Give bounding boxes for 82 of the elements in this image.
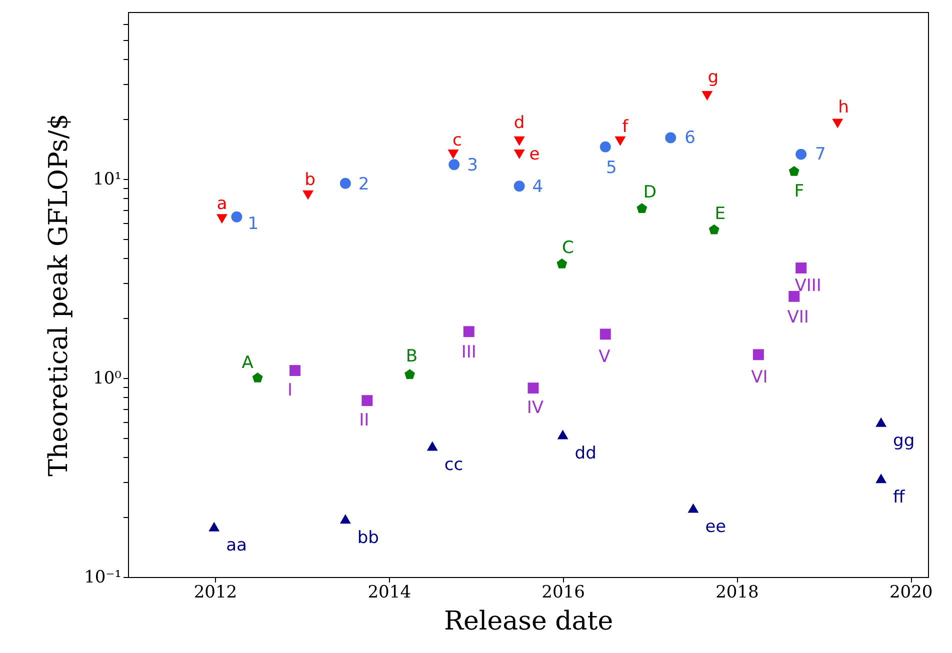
annotation: c — [452, 130, 462, 150]
point — [796, 262, 807, 274]
annotation: 4 — [532, 177, 544, 198]
annotation: D — [643, 182, 656, 203]
point — [448, 159, 460, 170]
annotation: B — [406, 346, 418, 367]
point — [876, 417, 887, 427]
annotation: f — [622, 117, 630, 138]
point — [556, 258, 568, 268]
y-tick-label: 10⁻¹ — [84, 568, 122, 588]
annotation: 1 — [248, 214, 259, 234]
point — [752, 349, 764, 360]
annotation: VII — [787, 307, 809, 328]
point — [796, 148, 807, 160]
y-tick-label: 10¹ — [93, 169, 122, 190]
annotation: cc — [444, 455, 464, 476]
annotation: 5 — [606, 158, 617, 178]
annotation: aa — [226, 536, 247, 556]
y-axis-title: Theoretical peak GFLOPs/$ — [44, 114, 74, 476]
point — [788, 166, 800, 176]
annotation: h — [838, 97, 849, 118]
point — [514, 136, 525, 146]
point — [289, 365, 300, 376]
annotation: VIII — [794, 276, 822, 296]
point — [600, 328, 611, 340]
point — [208, 522, 220, 532]
point — [788, 290, 800, 302]
annotation: IV — [526, 398, 544, 418]
point — [404, 369, 415, 380]
annotation: e — [529, 144, 540, 164]
point — [614, 136, 626, 146]
annotation: ff — [893, 487, 906, 508]
point — [463, 326, 474, 338]
point — [340, 514, 351, 524]
annotation: a — [216, 194, 228, 214]
annotation: 6 — [684, 128, 696, 148]
annotation: g — [708, 68, 719, 88]
point — [514, 180, 525, 192]
annotation: b — [304, 170, 316, 190]
y-tick-label: 10⁰ — [93, 368, 122, 388]
point — [528, 382, 539, 394]
x-tick-label: 2014 — [368, 582, 411, 602]
annotation: V — [598, 347, 611, 368]
point — [708, 224, 720, 234]
point — [252, 372, 263, 382]
point — [876, 474, 887, 484]
annotation: I — [287, 380, 292, 401]
point — [216, 214, 228, 224]
annotation: 3 — [467, 156, 478, 176]
x-tick-label: 2016 — [542, 582, 585, 602]
point — [600, 141, 611, 152]
point — [636, 203, 648, 213]
point — [688, 503, 699, 513]
point — [340, 178, 351, 189]
annotation: dd — [574, 444, 596, 464]
point — [231, 211, 242, 222]
annotation: VI — [751, 368, 768, 388]
point — [702, 90, 713, 100]
point — [448, 150, 459, 160]
annotation: 2 — [358, 174, 370, 194]
point — [514, 150, 525, 160]
point — [832, 118, 844, 128]
point — [362, 395, 373, 406]
annotation: 7 — [815, 144, 826, 164]
annotation: ee — [705, 517, 726, 538]
annotation: C — [562, 238, 574, 258]
annotation: F — [794, 182, 804, 202]
x-tick-label: 2020 — [889, 582, 933, 602]
annotation: III — [461, 342, 476, 363]
point — [426, 441, 438, 451]
x-tick-label: 2012 — [194, 582, 238, 602]
point — [557, 430, 568, 440]
x-axis-title: Release date — [444, 606, 614, 636]
point — [302, 190, 314, 200]
annotation: A — [242, 352, 254, 373]
point — [665, 132, 676, 144]
annotation: bb — [357, 528, 379, 548]
annotation: E — [714, 204, 726, 224]
annotation: II — [359, 410, 370, 431]
x-tick-label: 2018 — [716, 582, 759, 602]
annotation: d — [514, 113, 525, 134]
annotation: gg — [893, 431, 915, 452]
